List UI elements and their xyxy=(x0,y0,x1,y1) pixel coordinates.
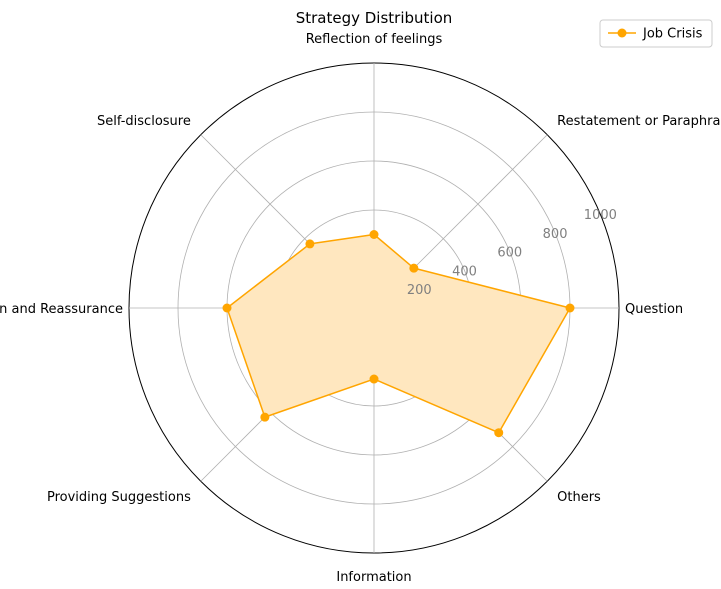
data-point xyxy=(222,303,232,313)
category-label: Affirmation and Reassurance xyxy=(0,302,123,317)
legend-frame xyxy=(599,19,713,48)
data-point xyxy=(260,412,270,422)
category-label: Restatement or Paraphrasing xyxy=(557,114,721,129)
series-layer xyxy=(222,230,575,438)
category-label: Information xyxy=(336,570,411,585)
data-point xyxy=(305,239,315,249)
data-point xyxy=(565,303,575,313)
data-point xyxy=(369,230,379,239)
radial-tick-label: 1000 xyxy=(584,208,617,223)
legend-label: Job Crisis xyxy=(642,27,703,42)
legend-marker xyxy=(617,28,627,38)
legend: Job Crisis xyxy=(599,19,713,48)
category-label: Self-disclosure xyxy=(97,114,191,129)
radial-tick-label: 400 xyxy=(452,264,477,279)
data-point xyxy=(409,263,419,273)
tick-layer: 200 400 600 800 1000 xyxy=(407,208,617,298)
category-label: Providing Suggestions xyxy=(47,490,191,505)
category-label: Others xyxy=(557,490,601,505)
radial-tick-label: 600 xyxy=(497,246,522,261)
radial-tick-label: 800 xyxy=(543,227,568,242)
data-point xyxy=(369,374,379,384)
label-layer: Question Restatement or Paraphrasing Refle… xyxy=(0,32,721,585)
category-label: Question xyxy=(625,302,683,317)
category-label: Reflection of feelings xyxy=(306,32,443,47)
chart-title: Strategy Distribution xyxy=(296,9,453,27)
data-point xyxy=(494,428,504,438)
series-fill xyxy=(227,234,570,433)
radial-tick-label: 200 xyxy=(407,283,432,298)
